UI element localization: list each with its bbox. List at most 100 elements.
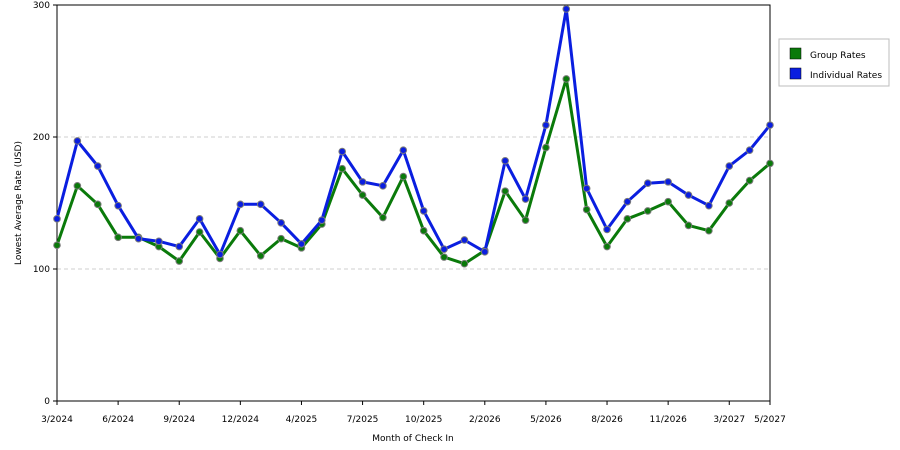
x-tick-label: 8/2026 — [591, 415, 623, 425]
data-point-individual-rates — [216, 250, 224, 259]
data-point-group-rates — [256, 252, 265, 260]
data-point-group-rates — [664, 197, 672, 206]
series-line-group-rates — [55, 77, 771, 266]
x-tick-label: 5/2027 — [754, 415, 786, 425]
data-point-group-rates — [440, 253, 448, 261]
data-point-individual-rates — [53, 215, 61, 223]
data-point-group-rates — [338, 164, 347, 173]
x-tick-label: 10/2025 — [405, 415, 442, 425]
plot-frame — [56, 4, 771, 402]
data-point-group-rates — [195, 228, 204, 236]
data-point-individual-rates — [705, 201, 713, 210]
data-point-group-rates — [501, 187, 509, 195]
data-point-group-rates — [766, 159, 774, 168]
data-point-group-rates — [419, 226, 428, 235]
y-tick-label: 0 — [44, 397, 50, 407]
data-point-group-rates — [725, 199, 734, 207]
data-point-group-rates — [745, 176, 754, 185]
legend-swatch-individual-rates — [789, 67, 802, 80]
x-tick-label: 11/2026 — [649, 415, 687, 425]
tick-layer: 0 100 200 300 3/2024 6/2024 9/2024 12/2024 4/202… — [33, 1, 786, 425]
x-tick-label: 9/2024 — [163, 415, 195, 425]
data-point-individual-rates — [297, 240, 306, 248]
data-point-individual-rates — [460, 236, 469, 244]
data-point-individual-rates — [175, 242, 184, 251]
data-point-group-rates — [379, 213, 387, 222]
data-point-group-rates — [460, 259, 469, 268]
legend-label-group-rates: Group Rates — [810, 51, 866, 61]
data-point-individual-rates — [542, 121, 550, 129]
data-point-individual-rates — [562, 5, 571, 13]
data-point-individual-rates — [643, 179, 652, 187]
series-individual-rates — [53, 5, 774, 259]
data-point-individual-rates — [155, 237, 163, 246]
data-point-group-rates — [399, 172, 408, 181]
series-line-individual-rates — [55, 7, 772, 256]
legend: Group Rates Individual Rates — [778, 38, 890, 87]
x-axis-title: Month of Check In — [372, 434, 454, 444]
series-layer — [53, 5, 774, 268]
data-point-individual-rates — [134, 234, 143, 243]
x-tick-label: 3/2024 — [41, 415, 73, 425]
data-point-group-rates — [643, 207, 652, 215]
x-tick-label: 4/2025 — [286, 415, 318, 425]
data-point-individual-rates — [277, 219, 285, 227]
data-point-group-rates — [623, 215, 632, 223]
data-point-group-rates — [93, 200, 102, 209]
data-point-group-rates — [705, 226, 713, 235]
data-point-individual-rates — [93, 162, 102, 170]
y-axis-title: Lowest Average Rate (USD) — [14, 141, 24, 265]
legend-swatch-group-rates — [789, 47, 802, 60]
data-point-group-rates — [175, 257, 184, 265]
legend-label-individual-rates: Individual Rates — [810, 71, 882, 81]
data-point-group-rates — [521, 216, 530, 224]
data-point-group-rates — [358, 191, 367, 199]
data-point-group-rates — [562, 75, 571, 83]
data-point-group-rates — [114, 233, 122, 242]
x-tick-label: 3/2027 — [713, 415, 745, 425]
data-point-group-rates — [236, 226, 245, 235]
data-point-individual-rates — [379, 182, 387, 190]
data-point-individual-rates — [501, 156, 509, 165]
x-tick-label: 12/2024 — [222, 415, 260, 425]
data-point-group-rates — [73, 182, 82, 190]
data-point-individual-rates — [114, 201, 122, 210]
data-point-individual-rates — [419, 207, 428, 215]
data-point-individual-rates — [318, 216, 326, 224]
data-point-individual-rates — [664, 178, 672, 186]
x-tick-label: 7/2025 — [347, 415, 379, 425]
x-tick-label: 6/2024 — [102, 415, 134, 425]
data-point-individual-rates — [236, 200, 245, 209]
y-tick-label: 300 — [33, 1, 50, 11]
y-tick-label: 200 — [33, 133, 50, 143]
data-point-individual-rates — [745, 146, 754, 154]
data-point-individual-rates — [603, 225, 611, 234]
data-point-individual-rates — [440, 245, 448, 253]
y-tick-label: 100 — [33, 265, 50, 275]
data-point-individual-rates — [338, 147, 347, 156]
data-point-individual-rates — [195, 215, 204, 223]
data-point-individual-rates — [725, 162, 734, 170]
series-group-rates — [53, 75, 774, 268]
data-point-individual-rates — [623, 197, 632, 206]
data-point-individual-rates — [256, 200, 265, 209]
data-point-group-rates — [582, 205, 591, 214]
data-point-individual-rates — [766, 121, 774, 129]
axis-layer — [56, 4, 771, 402]
data-point-group-rates — [542, 143, 550, 152]
data-point-individual-rates — [73, 137, 82, 145]
x-tick-label: 2/2026 — [469, 415, 501, 425]
data-point-individual-rates — [481, 248, 489, 256]
data-point-individual-rates — [399, 146, 408, 154]
data-point-group-rates — [277, 234, 285, 243]
data-point-individual-rates — [582, 184, 591, 193]
x-tick-label: 5/2026 — [530, 415, 562, 425]
data-point-individual-rates — [684, 191, 693, 199]
data-point-individual-rates — [521, 195, 530, 203]
data-point-individual-rates — [358, 178, 367, 186]
data-point-group-rates — [684, 221, 693, 230]
data-point-group-rates — [603, 242, 611, 251]
data-point-group-rates — [53, 241, 61, 250]
